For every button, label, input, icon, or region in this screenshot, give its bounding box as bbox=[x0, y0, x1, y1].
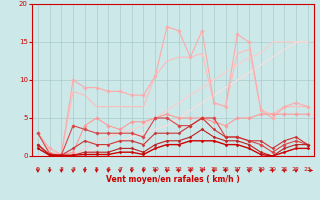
X-axis label: Vent moyen/en rafales ( km/h ): Vent moyen/en rafales ( km/h ) bbox=[106, 175, 240, 184]
